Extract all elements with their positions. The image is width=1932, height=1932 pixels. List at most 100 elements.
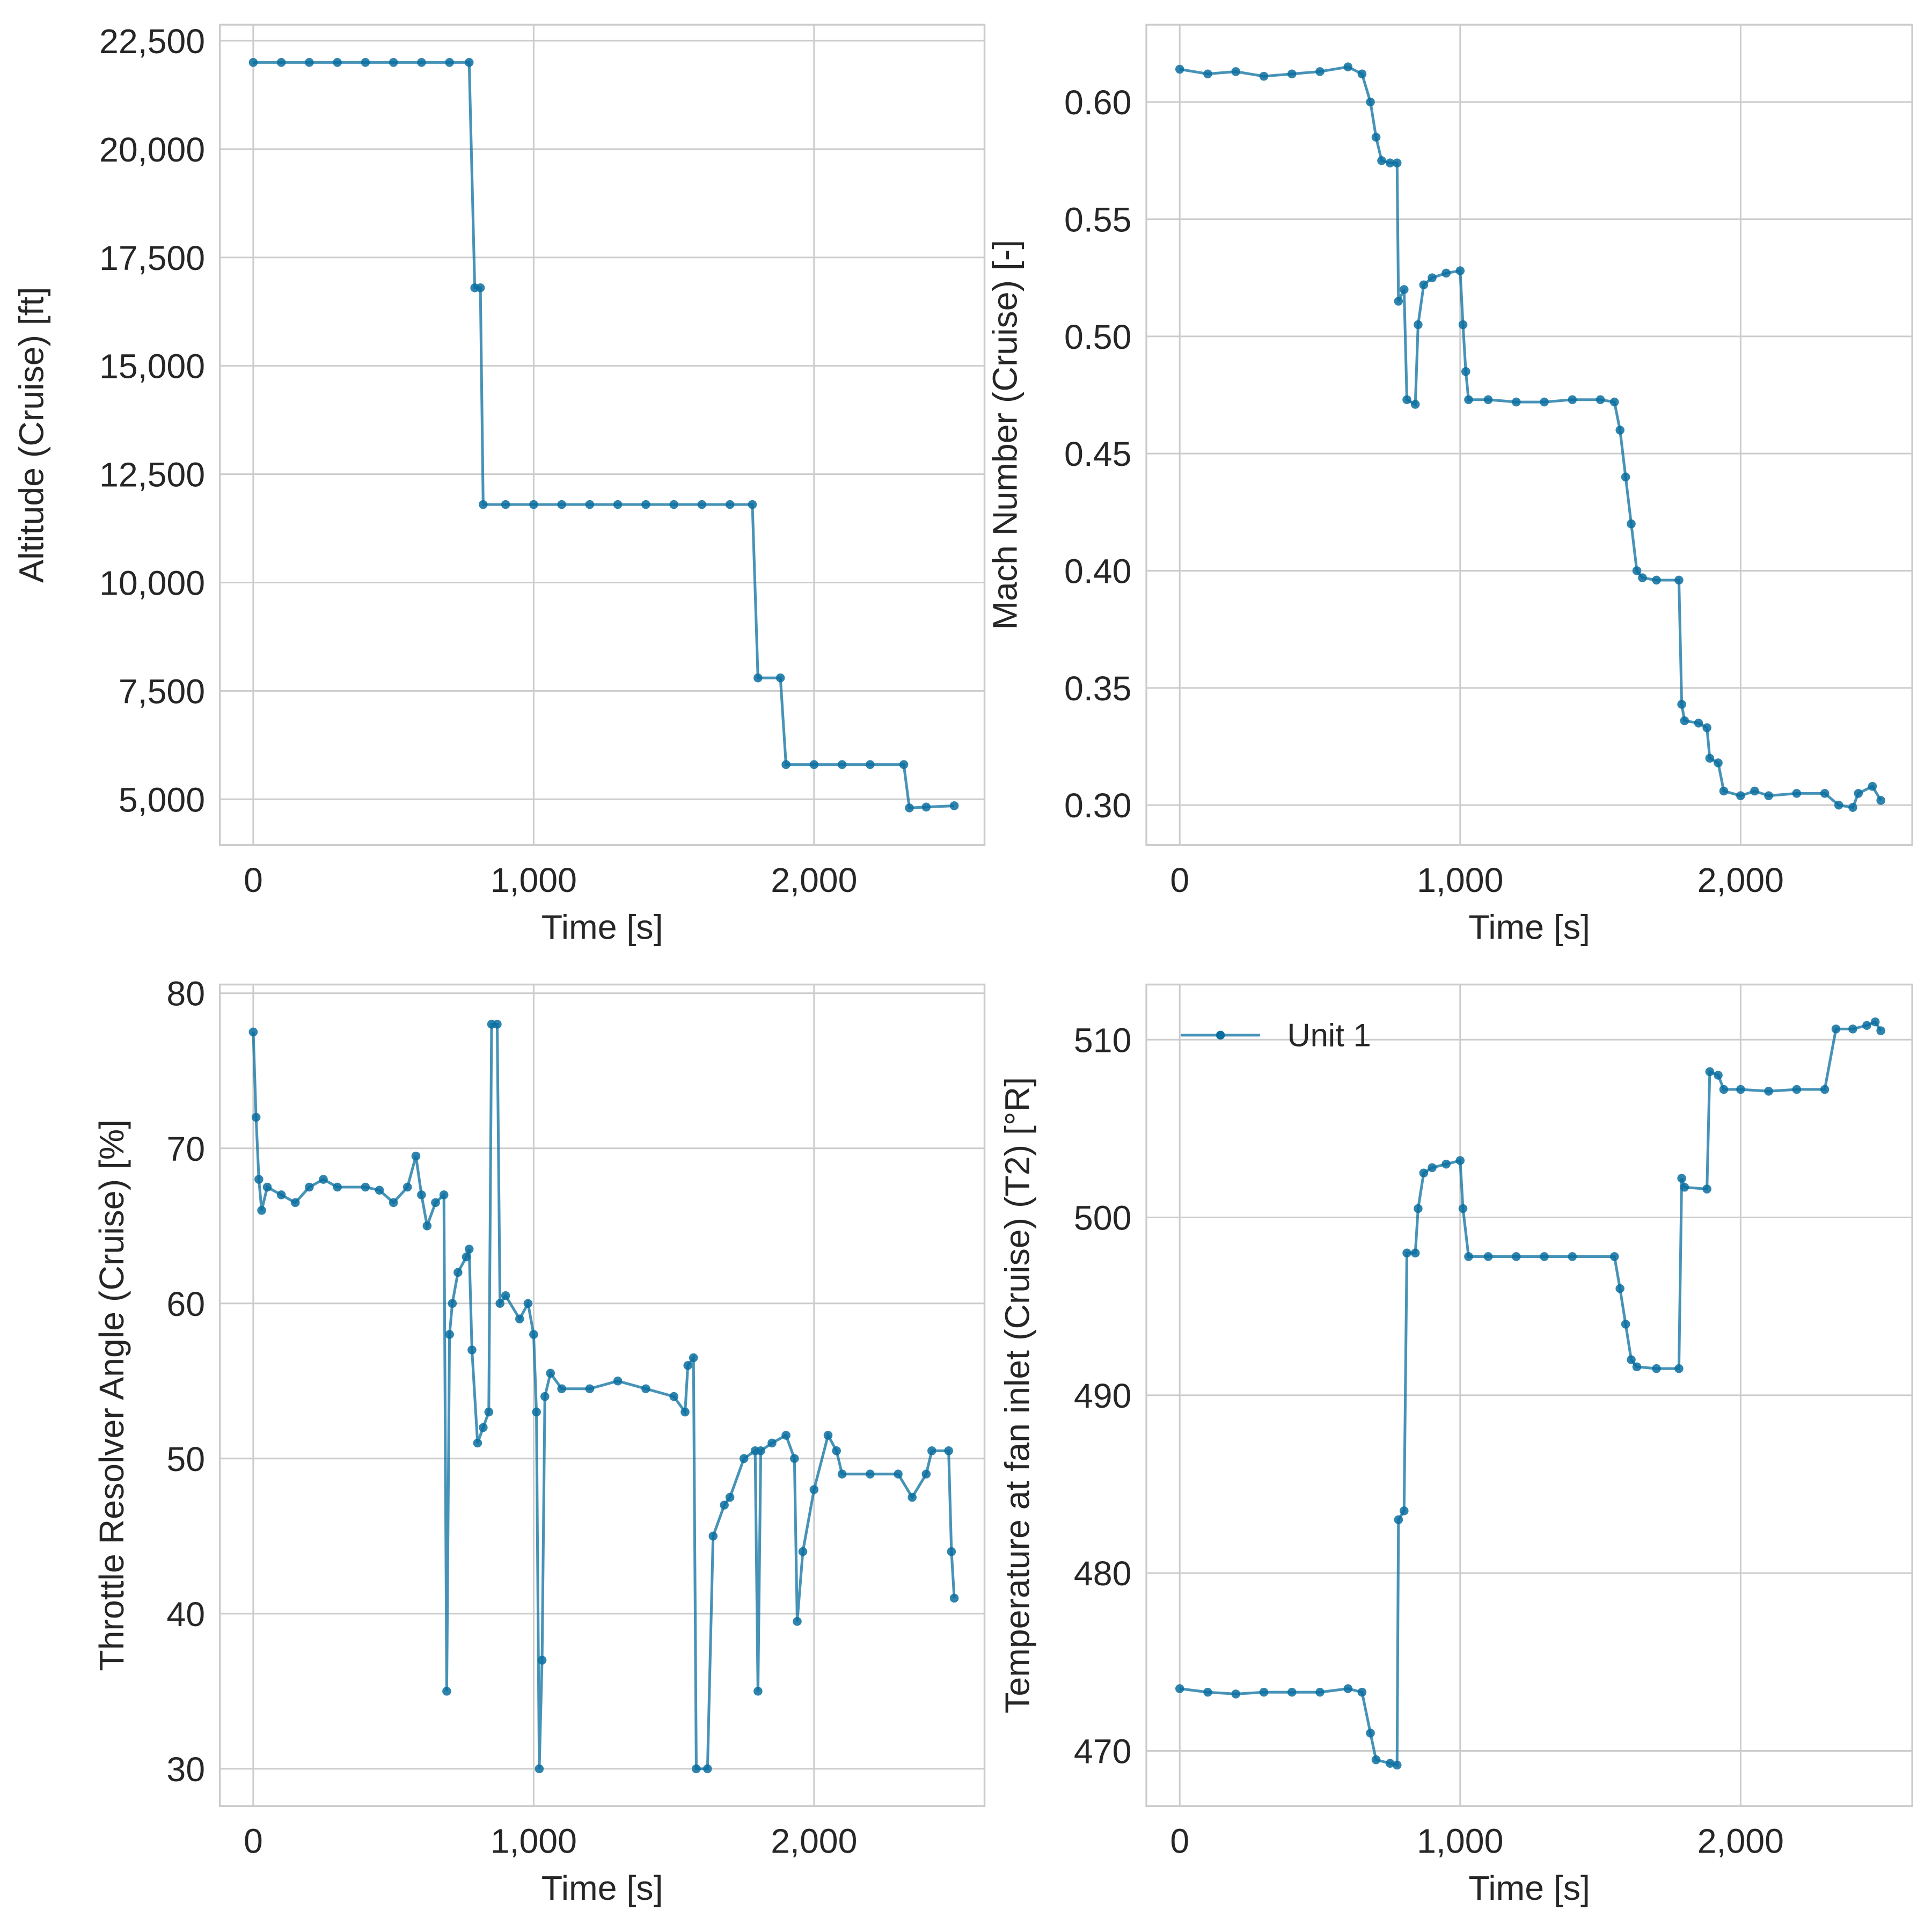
- data-point: [753, 673, 763, 683]
- data-point: [1820, 1085, 1829, 1094]
- data-point: [535, 1764, 544, 1774]
- x-tick-label: 0: [244, 1822, 263, 1861]
- data-point: [1512, 397, 1521, 407]
- data-point: [532, 1407, 541, 1417]
- data-point: [669, 500, 678, 509]
- data-point: [1609, 397, 1619, 407]
- data-point: [251, 1113, 261, 1122]
- data-point: [1764, 791, 1773, 801]
- data-point: [809, 760, 819, 769]
- data-point: [1464, 1252, 1473, 1261]
- data-line: [1179, 65, 1882, 809]
- data-point: [453, 1268, 463, 1277]
- data-point: [739, 1454, 749, 1463]
- data-point: [1385, 158, 1395, 167]
- data-point: [1792, 789, 1802, 798]
- data-point: [1848, 1024, 1857, 1034]
- data-point: [1231, 1689, 1241, 1699]
- y-tick-label: 80: [166, 975, 205, 1013]
- x-tick-label: 2,000: [771, 861, 857, 899]
- data-point: [1719, 786, 1729, 796]
- y-axis-label: Throttle Resolver Angle (Cruise) [%]: [92, 1119, 131, 1671]
- data-point: [1820, 789, 1829, 798]
- data-point: [947, 1547, 956, 1556]
- y-tick-label: 30: [166, 1750, 205, 1789]
- y-tick-label: 60: [166, 1285, 205, 1323]
- data-point: [1764, 1087, 1773, 1096]
- data-point: [464, 1245, 474, 1254]
- data-point: [276, 1190, 286, 1199]
- data-point: [793, 1616, 802, 1626]
- y-tick-label: 12,500: [99, 456, 205, 494]
- data-point: [949, 801, 959, 810]
- data-point: [473, 1438, 482, 1448]
- data-point: [1455, 266, 1465, 275]
- data-point: [1702, 723, 1711, 733]
- data-point: [1792, 1085, 1802, 1094]
- data-point: [361, 58, 370, 67]
- data-point: [823, 1431, 833, 1440]
- data-point: [1870, 1017, 1880, 1027]
- data-point: [1876, 796, 1885, 805]
- data-point: [1714, 758, 1723, 767]
- y-tick-label: 40: [166, 1595, 205, 1634]
- x-tick-label: 0: [244, 861, 263, 899]
- y-tick-label: 0.40: [1064, 552, 1131, 591]
- data-point: [442, 1687, 451, 1696]
- data-point: [389, 1198, 398, 1208]
- data-point: [1410, 1248, 1420, 1258]
- data-point: [708, 1532, 718, 1541]
- x-tick-label: 0: [1170, 861, 1189, 899]
- data-point: [703, 1764, 712, 1774]
- legend-label: Unit 1: [1287, 1018, 1371, 1053]
- data-point: [1680, 1182, 1689, 1192]
- data-point: [1231, 67, 1241, 76]
- data-point: [1848, 803, 1857, 812]
- data-point: [529, 1330, 538, 1339]
- data-point: [1674, 575, 1684, 585]
- data-point: [1702, 1184, 1711, 1194]
- data-point: [949, 1593, 959, 1603]
- y-tick-label: 490: [1074, 1377, 1132, 1415]
- data-point: [1392, 1760, 1402, 1770]
- data-point: [944, 1446, 953, 1455]
- data-point: [781, 1431, 791, 1440]
- data-point: [333, 58, 342, 67]
- data-point: [431, 1198, 440, 1208]
- data-point: [1868, 781, 1877, 791]
- y-axis-label: Temperature at fan inlet (Cruise) (T2) […: [998, 1077, 1036, 1714]
- data-point: [319, 1175, 328, 1184]
- y-tick-label: 7,500: [119, 672, 205, 711]
- x-axis-label: Time [s]: [541, 908, 663, 946]
- data-point: [1677, 700, 1686, 709]
- x-axis-label: Time [s]: [1468, 1869, 1590, 1907]
- data-point: [1428, 1163, 1437, 1173]
- y-tick-label: 0.60: [1064, 83, 1131, 122]
- data-point: [361, 1182, 370, 1192]
- data-point: [927, 1446, 936, 1455]
- data-point: [248, 1027, 258, 1037]
- data-point: [1175, 64, 1184, 74]
- data-point: [464, 58, 474, 67]
- data-point: [1441, 1159, 1451, 1169]
- data-point: [1627, 519, 1636, 529]
- y-tick-label: 0.50: [1064, 318, 1131, 356]
- data-point: [680, 1407, 690, 1417]
- data-point: [1705, 1067, 1715, 1077]
- data-point: [905, 803, 914, 813]
- data-point: [1705, 753, 1715, 763]
- data-point: [809, 1485, 819, 1494]
- data-point: [585, 500, 595, 509]
- data-point: [1461, 367, 1470, 376]
- y-tick-label: 5,000: [119, 780, 205, 819]
- data-point: [1402, 395, 1411, 405]
- data-point: [1419, 280, 1429, 290]
- data-point: [1674, 1364, 1684, 1373]
- data-point: [1259, 1687, 1269, 1697]
- data-point: [1410, 400, 1420, 409]
- data-point: [1287, 69, 1297, 79]
- data-point: [697, 500, 707, 509]
- data-point: [1366, 1729, 1375, 1738]
